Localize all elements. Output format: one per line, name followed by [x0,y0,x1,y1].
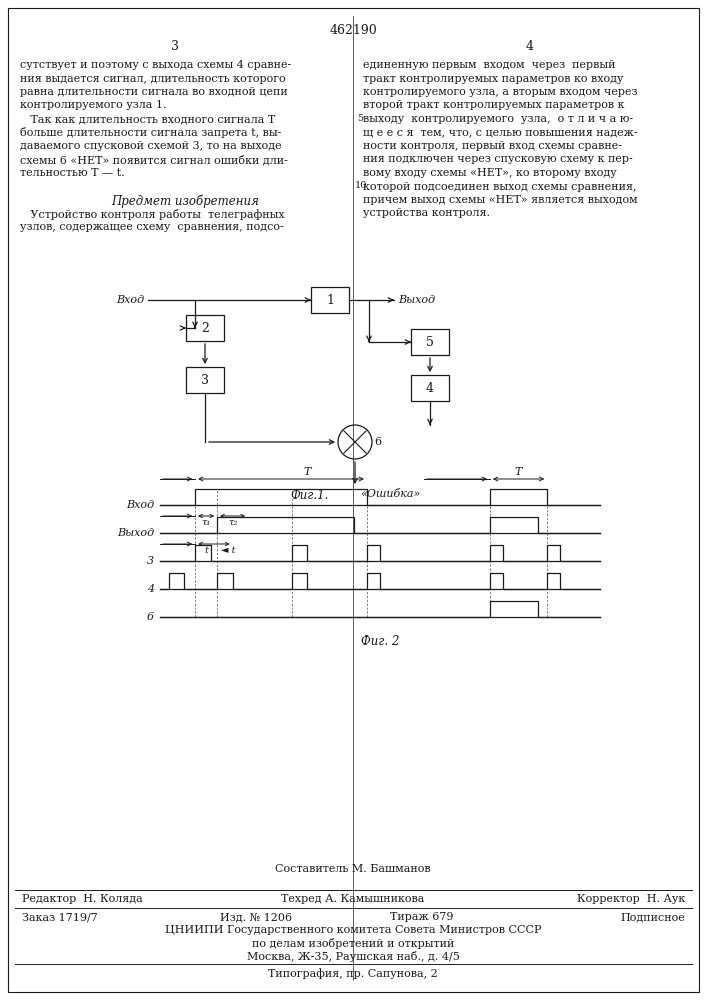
Text: 6: 6 [147,612,154,622]
Text: ЦНИИПИ Государственного комитета Совета Министров СССР: ЦНИИПИ Государственного комитета Совета … [165,925,542,935]
Bar [186,367,224,393]
Text: τ₂: τ₂ [228,518,238,527]
Text: ния выдается сигнал, длительность которого: ния выдается сигнал, длительность которо… [20,74,286,84]
Text: Выход: Выход [117,528,154,538]
Text: «Ошибка»: «Ошибка» [360,489,420,499]
Text: равна длительности сигнала во входной цепи: равна длительности сигнала во входной це… [20,87,288,97]
Text: Редактор  Н. Коляда: Редактор Н. Коляда [22,894,143,904]
Text: Заказ 1719/7: Заказ 1719/7 [22,912,98,922]
Text: Фиг.1.: Фиг.1. [290,489,328,502]
Text: выходу  контролируемого  узла,  о т л и ч а ю-: выходу контролируемого узла, о т л и ч а… [363,114,633,124]
Text: T: T [515,467,522,477]
Text: единенную первым  входом  через  первый: единенную первым входом через первый [363,60,616,70]
Text: Москва, Ж-35, Раушская наб., д. 4/5: Москва, Ж-35, Раушская наб., д. 4/5 [247,951,460,962]
Text: 2: 2 [201,322,209,334]
Bar [311,287,349,313]
Text: которой подсоединен выход схемы сравнения,: которой подсоединен выход схемы сравнени… [363,182,636,192]
Text: 10: 10 [355,182,368,190]
Text: τ₁: τ₁ [201,518,211,527]
Text: Вход: Вход [126,500,154,510]
Text: 5: 5 [357,114,363,123]
Text: 3: 3 [147,556,154,566]
Text: Изд. № 1206: Изд. № 1206 [220,912,292,922]
Text: больше длительности сигнала запрета t, вы-: больше длительности сигнала запрета t, в… [20,127,281,138]
Text: Подписное: Подписное [620,912,685,922]
Text: 4: 4 [426,381,434,394]
Text: 3: 3 [201,373,209,386]
Text: ◄ t: ◄ t [221,546,236,555]
Text: тельностью T — t.: тельностью T — t. [20,168,124,178]
Text: Так как длительность входного сигнала T: Так как длительность входного сигнала T [20,114,275,124]
Circle shape [338,425,372,459]
Text: Устройство контроля работы  телеграфных: Устройство контроля работы телеграфных [20,209,285,220]
Text: Тираж 679: Тираж 679 [390,912,453,922]
Text: устройства контроля.: устройства контроля. [363,209,490,219]
Text: контролируемого узла 1.: контролируемого узла 1. [20,101,167,110]
Text: 462190: 462190 [329,23,377,36]
Text: ния подключен через спусковую схему к пер-: ния подключен через спусковую схему к пе… [363,154,633,164]
Text: Типография, пр. Сапунова, 2: Типография, пр. Сапунова, 2 [268,968,438,979]
Text: 1: 1 [326,294,334,306]
Text: контролируемого узла, а вторым входом через: контролируемого узла, а вторым входом че… [363,87,638,97]
Text: ности контроля, первый вход схемы сравне-: ности контроля, первый вход схемы сравне… [363,141,622,151]
Text: T: T [303,467,310,477]
Text: Выход: Выход [398,295,435,305]
Bar [186,315,224,341]
Text: 4: 4 [526,39,534,52]
Text: второй тракт контролируемых параметров к: второй тракт контролируемых параметров к [363,101,624,110]
Text: даваемого спусковой схемой 3, то на выходе: даваемого спусковой схемой 3, то на выхо… [20,141,281,151]
Text: тракт контролируемых параметров ко входу: тракт контролируемых параметров ко входу [363,74,624,84]
Text: 6: 6 [374,437,381,447]
Text: вому входу схемы «НЕТ», ко второму входу: вому входу схемы «НЕТ», ко второму входу [363,168,617,178]
Text: 5: 5 [426,336,434,349]
Text: по делам изобретений и открытий: по делам изобретений и открытий [252,938,454,949]
Text: Фиг. 2: Фиг. 2 [361,635,399,648]
Text: сутствует и поэтому с выхода схемы 4 сравне-: сутствует и поэтому с выхода схемы 4 сра… [20,60,291,70]
Bar [411,375,449,401]
Text: t: t [204,546,209,555]
Text: Корректор  Н. Аук: Корректор Н. Аук [577,894,685,904]
Bar [411,329,449,355]
Text: причем выход схемы «НЕТ» является выходом: причем выход схемы «НЕТ» является выходо… [363,195,638,205]
Text: Предмет изобретения: Предмет изобретения [111,195,259,209]
Text: схемы 6 «НЕТ» появится сигнал ошибки дли-: схемы 6 «НЕТ» появится сигнал ошибки дли… [20,154,288,165]
Text: Вход: Вход [116,295,144,305]
Text: щ е е с я  тем, что, с целью повышения надеж-: щ е е с я тем, что, с целью повышения на… [363,127,638,137]
Text: Составитель М. Башманов: Составитель М. Башманов [275,864,431,874]
Text: узлов, содержащее схему  сравнения, подсо-: узлов, содержащее схему сравнения, подсо… [20,222,284,232]
Text: Техред А. Камышникова: Техред А. Камышникова [281,894,425,904]
Text: 3: 3 [171,39,179,52]
Text: 4: 4 [147,584,154,594]
